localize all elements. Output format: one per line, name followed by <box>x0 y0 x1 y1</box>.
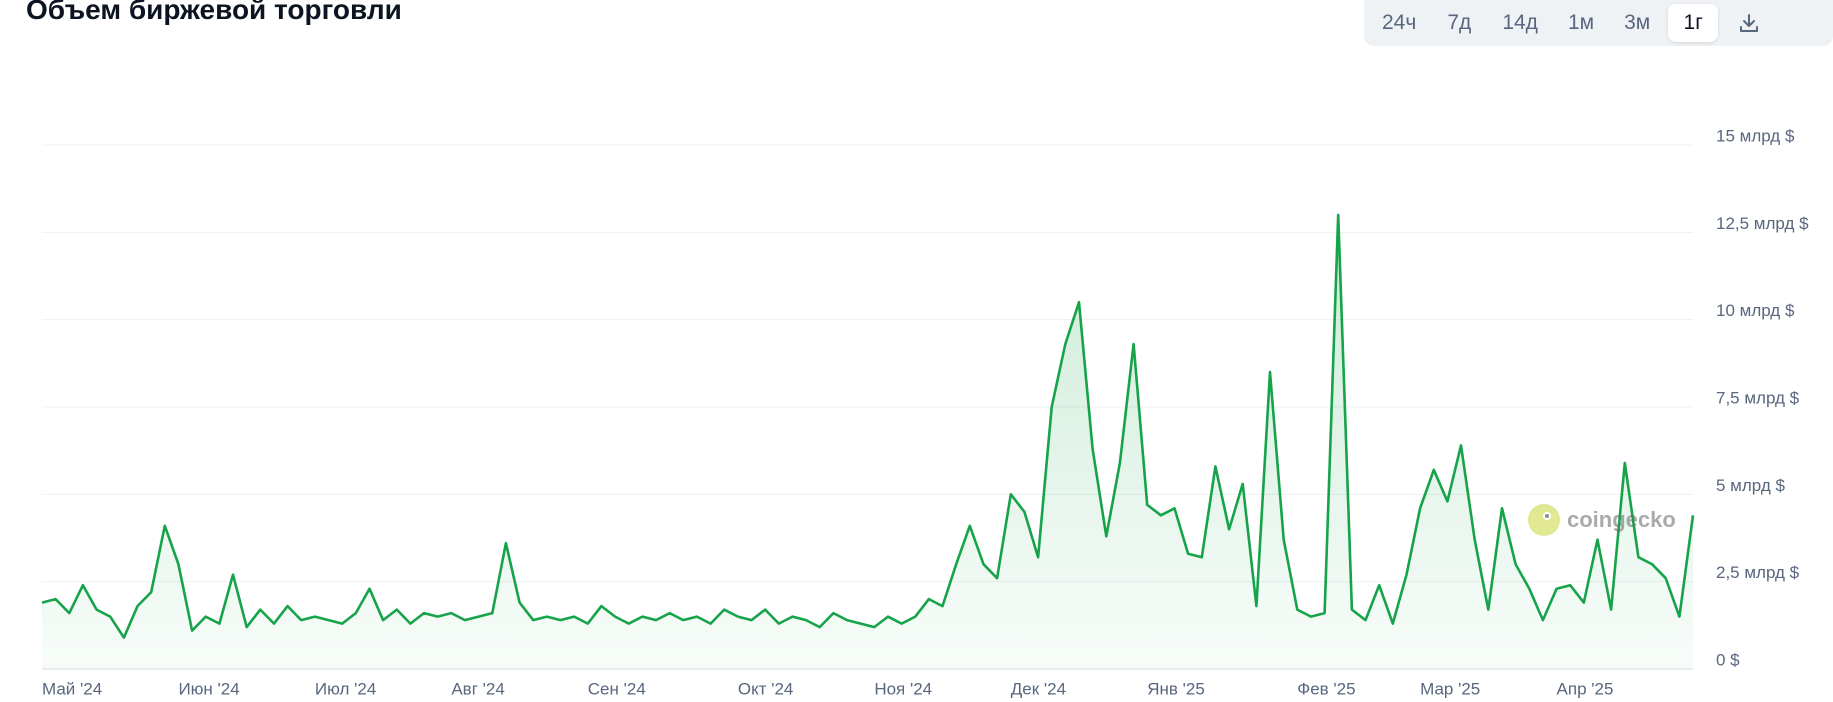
range-button[interactable]: 7д <box>1447 11 1472 34</box>
x-tick-label: Янв '25 <box>1147 679 1205 698</box>
y-tick-label: 0 $ <box>1716 650 1740 669</box>
watermark: coingecko <box>1527 503 1676 537</box>
chart-title: Объем биржевой торговли <box>26 0 402 25</box>
range-button[interactable]: 1м <box>1567 11 1595 34</box>
range-toolbar: 24ч 7д 14д 1м 3м 1г <box>1364 0 1833 46</box>
y-tick-label: 12,5 млрд $ <box>1716 214 1809 233</box>
x-tick-label: Фев '25 <box>1297 679 1355 698</box>
x-tick-label: Май '24 <box>42 679 102 698</box>
x-tick-label: Ноя '24 <box>874 679 932 698</box>
y-tick-label: 5 млрд $ <box>1716 476 1785 495</box>
download-icon <box>1740 14 1759 32</box>
download-button[interactable] <box>1724 4 1774 42</box>
watermark-text: coingecko <box>1567 507 1676 532</box>
area <box>42 214 1693 669</box>
y-tick-label: 15 млрд $ <box>1716 126 1795 145</box>
x-tick-label: Апр '25 <box>1557 679 1614 698</box>
x-tick-label: Авг '24 <box>451 679 504 698</box>
line <box>41 213 1695 639</box>
x-tick-label: Июл '24 <box>315 679 376 698</box>
range-button[interactable]: 1г <box>1668 4 1719 42</box>
y-tick-label: 7,5 млрд $ <box>1716 388 1800 407</box>
y-tick-label: 10 млрд $ <box>1716 301 1795 320</box>
x-tick-label: Июн '24 <box>178 679 239 698</box>
x-tick-label: Мар '25 <box>1420 679 1480 698</box>
watermark-logo <box>1528 504 1560 536</box>
range-button[interactable]: 24ч <box>1382 11 1417 34</box>
x-tick-label: Дек '24 <box>1011 679 1066 698</box>
range-button[interactable]: 3м <box>1624 11 1651 34</box>
x-tick-label: Окт '24 <box>738 679 794 698</box>
range-button[interactable]: 14д <box>1502 11 1538 34</box>
x-tick-label: Сен '24 <box>588 679 646 698</box>
y-tick-label: 2,5 млрд $ <box>1716 563 1800 582</box>
